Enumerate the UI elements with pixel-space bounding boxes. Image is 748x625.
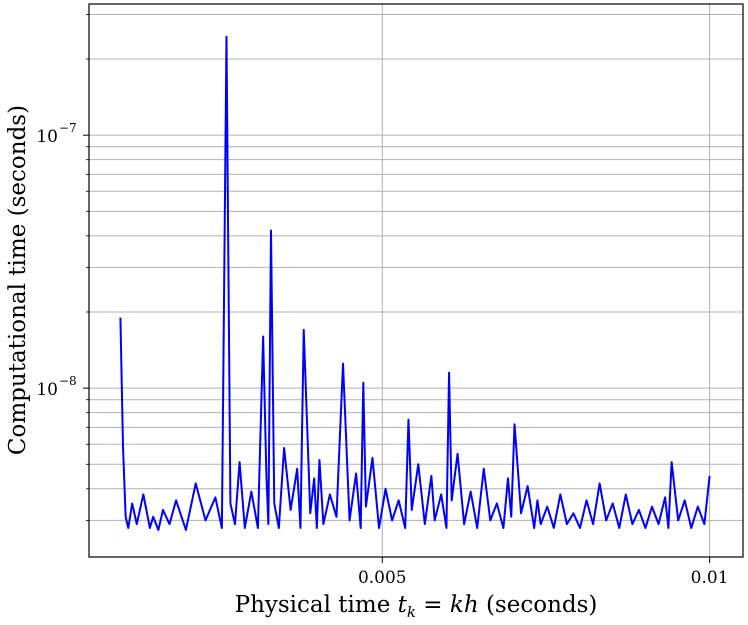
- y-tick-exponent: −7: [59, 121, 77, 135]
- x-axis-label: Physical time tk = kh (seconds): [235, 592, 598, 621]
- x-axis-label-part: (seconds): [479, 592, 598, 618]
- grid-lines: [89, 4, 743, 557]
- x-axis-label-part: =: [416, 592, 450, 618]
- series-layer: [119, 35, 711, 531]
- x-tick-label: 0.01: [691, 568, 729, 588]
- tick-labels: 10 −810 −70.005 0.01: [36, 121, 728, 588]
- x-axis-label-var: t: [398, 592, 408, 618]
- y-tick-label: 10: [36, 127, 58, 147]
- x-axis-label-var: kh: [450, 592, 479, 618]
- tick-marks: [83, 14, 711, 563]
- y-tick-label: 10: [36, 380, 58, 400]
- x-axis-label-subscript: k: [407, 603, 416, 621]
- x-tick-label: 0.005: [358, 568, 407, 588]
- series-line: [119, 35, 711, 531]
- plot-frame: [88, 3, 744, 558]
- y-tick-exponent: −8: [59, 374, 77, 388]
- x-axis-label-part: Physical time: [235, 592, 398, 618]
- y-axis-label: Computational time (seconds): [5, 105, 31, 455]
